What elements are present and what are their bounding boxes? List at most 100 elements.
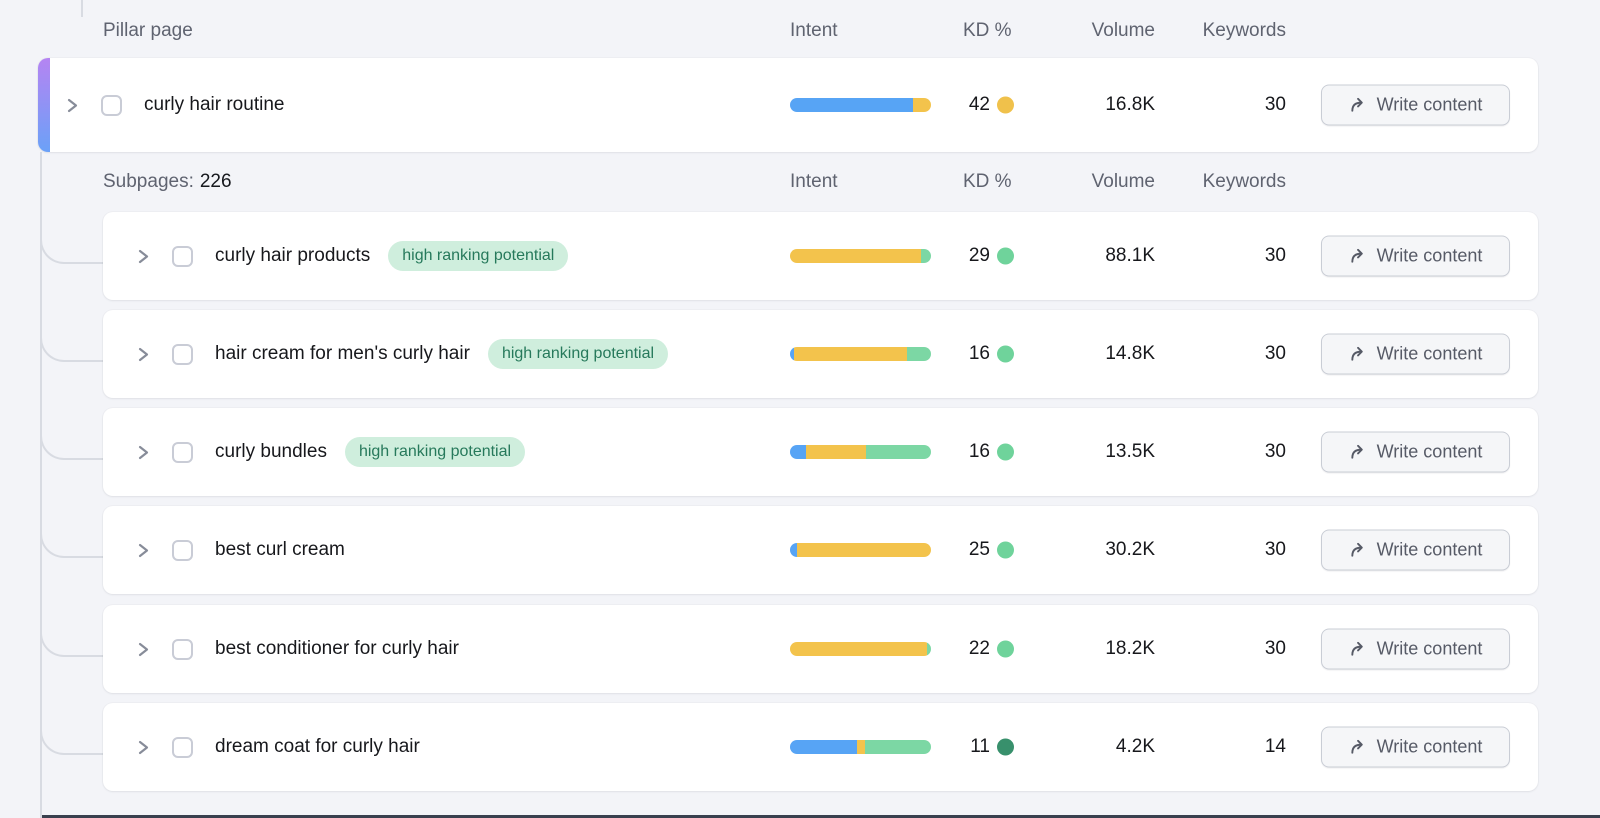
tree-connector-elbow (40, 611, 106, 657)
tree-connector-trunk (40, 152, 42, 818)
write-content-label: Write content (1376, 736, 1483, 757)
write-content-label: Write content (1376, 343, 1483, 364)
pillar-page-title: curly hair routine (144, 94, 285, 115)
keywords-value: 30 (1264, 94, 1286, 115)
subpage-row[interactable]: best conditioner for curly hair high ran… (103, 605, 1538, 693)
column-header-volume: Volume (1091, 20, 1155, 41)
kd-difficulty-dot (997, 345, 1014, 363)
write-content-label: Write content (1376, 539, 1483, 560)
keywords-value: 30 (1264, 539, 1286, 560)
kd-value: 16 (968, 343, 990, 364)
forward-arrow-icon (1349, 640, 1368, 659)
column-header-volume: Volume (1091, 171, 1155, 192)
subpage-row[interactable]: curly bundles high ranking potential 16 … (103, 408, 1538, 496)
tree-connector-elbow (40, 512, 106, 558)
write-content-button[interactable]: Write content (1321, 726, 1510, 768)
kd-value: 11 (970, 736, 990, 757)
forward-arrow-icon (1349, 96, 1368, 115)
subpage-title: best curl cream (215, 539, 345, 560)
subpage-row[interactable]: curly hair products high ranking potenti… (103, 212, 1538, 300)
expand-chevron-icon[interactable] (66, 97, 79, 114)
intent-bar (790, 445, 931, 459)
column-header-pillar-page: Pillar page (103, 20, 193, 41)
kd-value: 25 (968, 539, 990, 560)
subpage-row[interactable]: best curl cream high ranking potential 2… (103, 506, 1538, 594)
forward-arrow-icon (1349, 345, 1368, 364)
row-checkbox[interactable] (101, 94, 122, 116)
keywords-value: 30 (1264, 245, 1286, 266)
intent-bar (790, 347, 931, 361)
forward-arrow-icon (1349, 541, 1368, 560)
forward-arrow-icon (1349, 738, 1368, 757)
subpage-row[interactable]: dream coat for curly hair high ranking p… (103, 703, 1538, 791)
subpage-row[interactable]: hair cream for men's curly hair high ran… (103, 310, 1538, 398)
write-content-button[interactable]: Write content (1321, 235, 1510, 277)
write-content-button[interactable]: Write content (1321, 431, 1510, 473)
column-header-kd: KD % (963, 20, 1012, 41)
subpage-title: hair cream for men's curly hair (215, 343, 470, 364)
kd-value: 16 (968, 441, 990, 462)
subpage-title: curly bundles (215, 441, 327, 462)
column-header-intent: Intent (790, 20, 838, 41)
high-ranking-potential-badge: high ranking potential (344, 437, 526, 467)
expand-chevron-icon[interactable] (137, 641, 150, 658)
subpage-title: curly hair products (215, 245, 371, 266)
write-content-label: Write content (1376, 638, 1483, 659)
column-header-keywords: Keywords (1202, 171, 1286, 192)
high-ranking-potential-badge: high ranking potential (388, 241, 569, 271)
row-checkbox[interactable] (172, 736, 193, 758)
keywords-value: 14 (1264, 736, 1286, 757)
volume-value: 14.8K (1105, 343, 1155, 364)
column-header-keywords: Keywords (1202, 20, 1286, 41)
row-checkbox[interactable] (172, 539, 193, 561)
keywords-value: 30 (1264, 441, 1286, 462)
expand-chevron-icon[interactable] (137, 739, 150, 756)
volume-value: 88.1K (1105, 245, 1155, 266)
subpage-title: dream coat for curly hair (215, 736, 420, 757)
expand-chevron-icon[interactable] (137, 444, 150, 461)
expand-chevron-icon[interactable] (137, 542, 150, 559)
write-content-label: Write content (1376, 94, 1483, 115)
subpages-label: Subpages: (103, 171, 194, 192)
tree-connector-elbow (40, 218, 106, 264)
write-content-button[interactable]: Write content (1321, 529, 1510, 571)
kd-difficulty-dot (997, 738, 1014, 756)
intent-bar (790, 642, 931, 656)
forward-arrow-icon (1349, 443, 1368, 462)
pillar-accent-bar (38, 58, 50, 152)
write-content-label: Write content (1376, 245, 1483, 266)
write-content-button[interactable]: Write content (1321, 333, 1510, 375)
intent-bar (790, 249, 931, 263)
write-content-button[interactable]: Write content (1321, 628, 1510, 670)
keywords-value: 30 (1264, 638, 1286, 659)
kd-difficulty-dot (997, 640, 1014, 658)
tree-connector-stub (81, 0, 83, 17)
subpages-count-line: Subpages: 226 (103, 169, 232, 195)
kd-value: 22 (968, 638, 990, 659)
column-header-kd: KD % (963, 171, 1012, 192)
tree-connector-elbow (40, 709, 106, 755)
subpage-title: best conditioner for curly hair (215, 638, 459, 659)
volume-value: 13.5K (1105, 441, 1155, 462)
keywords-value: 30 (1264, 343, 1286, 364)
volume-value: 4.2K (1115, 736, 1155, 757)
expand-chevron-icon[interactable] (137, 248, 150, 265)
intent-bar (790, 740, 931, 754)
row-checkbox[interactable] (172, 343, 193, 365)
write-content-button[interactable]: Write content (1321, 84, 1510, 126)
intent-bar (790, 98, 931, 112)
bottom-edge-bar (42, 815, 1600, 818)
pillar-page-row[interactable]: curly hair routine 42 16.8K 30 Write con… (38, 58, 1538, 152)
tree-connector-elbow (40, 316, 106, 362)
column-header-intent: Intent (790, 171, 838, 192)
kd-difficulty-dot (997, 541, 1014, 559)
row-checkbox[interactable] (172, 245, 193, 267)
write-content-label: Write content (1376, 441, 1483, 462)
kd-difficulty-dot (997, 443, 1014, 461)
kd-value: 29 (968, 245, 990, 266)
expand-chevron-icon[interactable] (137, 346, 150, 363)
kd-difficulty-dot (997, 96, 1014, 114)
row-checkbox[interactable] (172, 441, 193, 463)
row-checkbox[interactable] (172, 638, 193, 660)
